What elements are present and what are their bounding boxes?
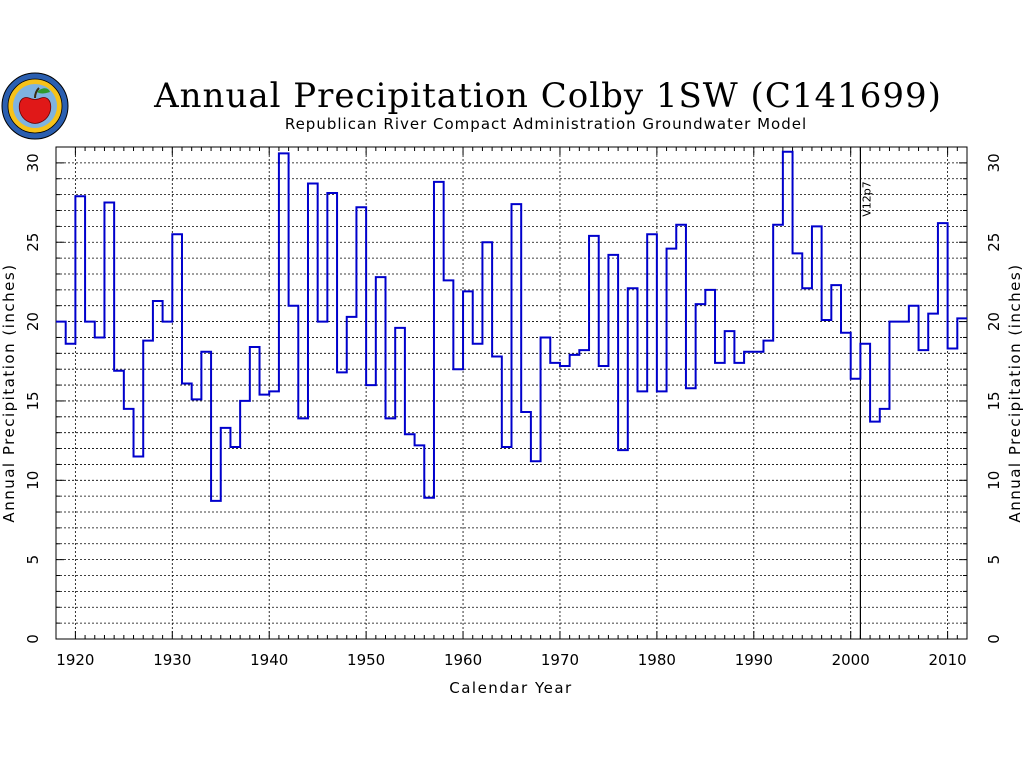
x-axis-ticks: 1920 1930 1940 1950 1960 1970 1980 1990 2000 2010 <box>56 147 968 669</box>
x-tick-label: 2000 <box>832 651 870 669</box>
y-tick-label-right: 25 <box>985 233 1003 252</box>
precipitation-series-line <box>56 150 967 502</box>
x-tick-label: 2010 <box>929 651 967 669</box>
rrca-logo <box>1 72 69 140</box>
y-tick-label-right: 20 <box>985 312 1003 331</box>
y-axis-ticks-left: 0 5 10 15 20 25 30 <box>24 146 64 644</box>
y-tick-label-right: 0 <box>985 634 1003 644</box>
x-tick-label: 1950 <box>347 651 385 669</box>
x-tick-label: 1940 <box>250 651 288 669</box>
x-tick-label: 1930 <box>153 651 191 669</box>
x-tick-label: 1960 <box>444 651 482 669</box>
annotation-label: V12p7 <box>860 181 873 217</box>
annotation-layer: V12p7 <box>859 147 873 639</box>
x-tick-label: 1920 <box>56 651 94 669</box>
x-axis-label: Calendar Year <box>449 679 572 697</box>
y-axis-label-right: Annual Precipitation (inches) <box>1006 263 1024 522</box>
y-tick-label-left: 10 <box>24 471 42 490</box>
y-tick-label-left: 5 <box>24 555 42 565</box>
y-axis-ticks-right: 0 5 10 15 20 25 30 <box>959 146 1003 644</box>
y-tick-label-left: 15 <box>24 391 42 410</box>
chart-subtitle: Republican River Compact Administration … <box>285 115 807 133</box>
y-tick-label-right: 5 <box>985 555 1003 565</box>
y-tick-label-left: 25 <box>24 233 42 252</box>
y-tick-label-left: 0 <box>24 634 42 644</box>
y-tick-label-left: 20 <box>24 312 42 331</box>
y-tick-label-left: 30 <box>24 153 42 172</box>
chart-title: Annual Precipitation Colby 1SW (C141699) <box>153 76 942 116</box>
y-axis-label-left: Annual Precipitation (inches) <box>0 263 18 522</box>
x-tick-label: 1980 <box>638 651 676 669</box>
x-tick-label: 1990 <box>735 651 773 669</box>
y-tick-label-right: 10 <box>985 471 1003 490</box>
x-tick-label: 1970 <box>541 651 579 669</box>
y-tick-label-right: 15 <box>985 391 1003 410</box>
y-tick-label-right: 30 <box>985 153 1003 172</box>
